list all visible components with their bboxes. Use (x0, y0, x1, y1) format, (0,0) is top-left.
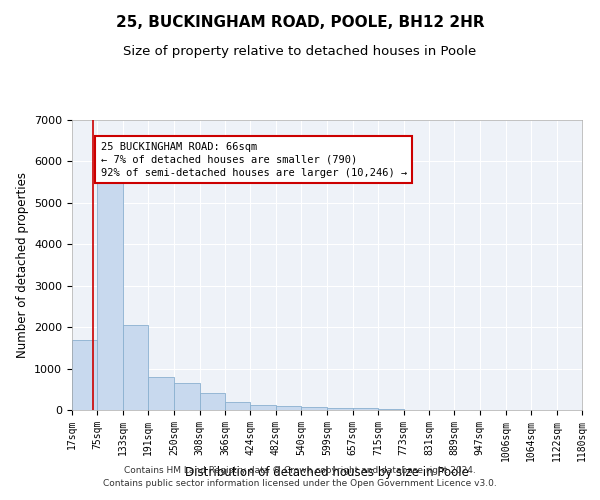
Bar (301, 407, 327, 410)
Text: 25 BUCKINGHAM ROAD: 66sqm
← 7% of detached houses are smaller (790)
92% of semi-: 25 BUCKINGHAM ROAD: 66sqm ← 7% of detach… (101, 142, 407, 178)
Bar (123, 325, 148, 410)
Bar (225, 402, 250, 410)
Bar (353, 408, 378, 410)
Bar (72, 340, 97, 410)
Bar (148, 377, 174, 410)
Text: Size of property relative to detached houses in Poole: Size of property relative to detached ho… (124, 45, 476, 58)
Bar (250, 405, 276, 410)
Text: Contains HM Land Registry data © Crown copyright and database right 2024.
Contai: Contains HM Land Registry data © Crown c… (103, 466, 497, 487)
Bar (200, 394, 225, 410)
Bar (97, 170, 123, 410)
Bar (174, 383, 200, 410)
Y-axis label: Number of detached properties: Number of detached properties (16, 172, 29, 358)
Bar (327, 408, 353, 410)
X-axis label: Distribution of detached houses by size in Poole: Distribution of detached houses by size … (185, 466, 469, 479)
Text: 25, BUCKINGHAM ROAD, POOLE, BH12 2HR: 25, BUCKINGHAM ROAD, POOLE, BH12 2HR (116, 15, 484, 30)
Bar (378, 408, 404, 410)
Bar (276, 406, 301, 410)
